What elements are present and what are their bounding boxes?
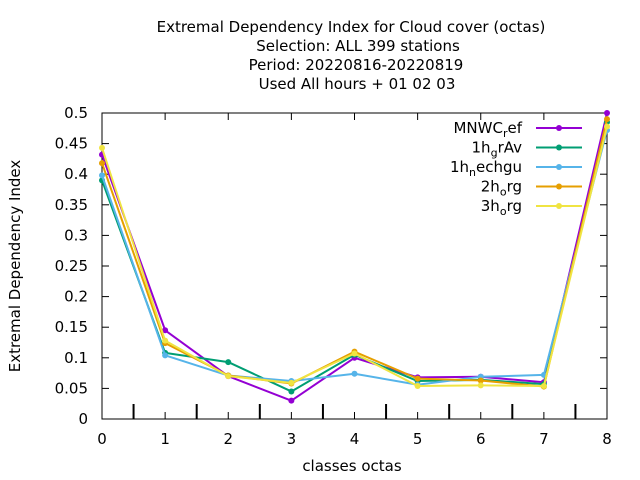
- minor-x-ticks: [132, 404, 577, 419]
- title-line-3: Period: 20220816-20220819: [249, 56, 464, 74]
- legend-label: 1hnechgu: [450, 158, 522, 179]
- x-tick-label: 1: [160, 430, 170, 448]
- legend-label: 1hgrAv: [472, 139, 523, 160]
- data-point: [604, 110, 610, 116]
- x-tick-label: 6: [476, 430, 486, 448]
- y-tick-label: 0.1: [64, 349, 88, 367]
- y-tick-label: 0.3: [64, 226, 88, 244]
- legend-marker: [556, 125, 562, 131]
- y-axis: 0 0.05 0.1 0.15 0.2 0.25 0.3 0.35 0.4 0.45 0.5: [55, 104, 607, 428]
- data-point: [162, 337, 169, 344]
- series-line: [101, 118, 608, 388]
- y-tick-label: 0.5: [64, 104, 88, 122]
- data-point: [288, 397, 295, 404]
- legend-marker: [556, 164, 562, 170]
- data-point: [604, 116, 610, 123]
- y-tick-label: 0.4: [64, 165, 88, 183]
- y-axis-label: Extremal Dependency Index: [6, 160, 24, 373]
- x-tick-label: 5: [413, 430, 423, 448]
- data-point: [477, 382, 484, 389]
- data-point: [288, 388, 295, 395]
- series-2h_org: [99, 116, 610, 390]
- data-point: [414, 375, 421, 382]
- data-point: [604, 123, 610, 130]
- data-point: [414, 382, 421, 389]
- y-tick-label: 0.45: [55, 135, 88, 153]
- legend-marker: [556, 203, 562, 209]
- legend-label: 2horg: [481, 178, 522, 199]
- title-line-1: Extremal Dependency Index for Cloud cove…: [157, 18, 546, 36]
- x-tick-label: 2: [223, 430, 233, 448]
- y-tick-label: 0.2: [64, 288, 88, 306]
- series-3h_org: [99, 123, 610, 389]
- data-point: [477, 377, 484, 384]
- title-line-4: Used All hours + 01 02 03: [259, 75, 456, 93]
- title-line-2: Selection: ALL 399 stations: [256, 37, 460, 55]
- legend-item: 2horg: [481, 178, 582, 199]
- x-tick-label: 8: [602, 430, 612, 448]
- legend-label: MNWCref: [453, 119, 522, 140]
- y-tick-label: 0.35: [55, 196, 88, 214]
- series-group: [99, 110, 610, 404]
- data-point: [162, 352, 169, 359]
- data-point: [540, 382, 547, 389]
- x-axis-label: classes octas: [302, 457, 402, 475]
- data-point: [99, 160, 105, 167]
- series-line: [101, 129, 608, 386]
- y-tick-label: 0: [78, 410, 88, 428]
- x-axis: 0 1 2 3 4 5 6 7 8: [97, 113, 612, 448]
- data-point: [99, 172, 105, 179]
- data-point: [162, 327, 169, 334]
- chart-title: Extremal Dependency Index for Cloud cove…: [157, 18, 546, 93]
- legend-item: MNWCref: [453, 119, 582, 140]
- x-tick-label: 4: [350, 430, 360, 448]
- x-tick-label: 7: [539, 430, 549, 448]
- legend-label: 3horg: [481, 197, 522, 218]
- legend-marker: [556, 144, 562, 151]
- data-point: [351, 350, 358, 357]
- legend-item: 1hnechgu: [450, 158, 582, 179]
- data-point: [288, 379, 295, 386]
- legend-item: 3horg: [481, 197, 582, 218]
- data-point: [225, 373, 232, 380]
- y-tick-label: 0.25: [55, 257, 88, 275]
- x-tick-label: 3: [287, 430, 297, 448]
- y-tick-label: 0.15: [55, 318, 88, 336]
- data-point: [225, 359, 232, 366]
- x-tick-label: 0: [97, 430, 107, 448]
- series-line: [101, 126, 608, 387]
- legend-marker: [556, 183, 562, 190]
- data-point: [351, 370, 358, 377]
- legend-item: 1hgrAv: [472, 139, 582, 160]
- data-point: [99, 144, 105, 151]
- y-tick-label: 0.05: [55, 379, 88, 397]
